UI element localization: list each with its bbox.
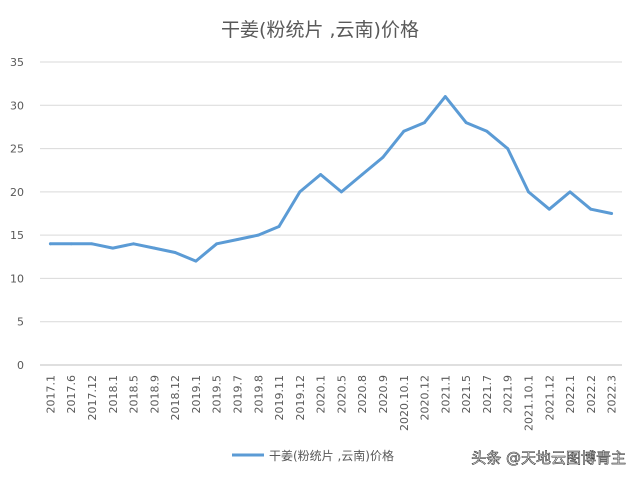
x-tick-label: 2018.9 bbox=[148, 375, 161, 414]
series-line bbox=[48, 95, 614, 263]
x-tick-label: 2021.5 bbox=[460, 375, 473, 414]
x-tick-label: 2020.9 bbox=[377, 375, 390, 414]
x-tick-label: 2019.1 bbox=[190, 375, 203, 414]
x-tick-label: 2021.10.1 bbox=[522, 375, 535, 431]
data-point bbox=[547, 207, 551, 211]
x-tick-label: 2019.12 bbox=[294, 375, 307, 421]
data-point bbox=[464, 121, 468, 124]
data-point bbox=[589, 207, 593, 211]
data-point bbox=[236, 238, 239, 241]
x-tick-label: 2018.1 bbox=[107, 375, 120, 414]
data-point bbox=[277, 225, 281, 228]
data-point bbox=[339, 190, 343, 194]
x-tick-label: 2020.5 bbox=[335, 375, 348, 414]
x-tick-label: 2020.10.1 bbox=[398, 375, 411, 431]
chart-title: 干姜(粉统片 ,云南)价格 bbox=[221, 19, 419, 41]
legend-label: 干姜(粉统片 ,云南)价格 bbox=[269, 448, 394, 463]
legend: 干姜(粉统片 ,云南)价格 bbox=[232, 448, 394, 463]
y-tick-label: 15 bbox=[10, 229, 24, 242]
y-tick-label: 20 bbox=[10, 186, 24, 199]
data-point bbox=[568, 190, 572, 194]
data-point bbox=[48, 242, 52, 246]
data-point bbox=[215, 242, 219, 246]
x-tick-label: 2021.7 bbox=[481, 375, 494, 414]
x-tick-label: 2017.1 bbox=[44, 375, 57, 414]
data-point bbox=[298, 190, 302, 194]
x-tick-label: 2018.5 bbox=[128, 375, 141, 414]
grid-lines bbox=[40, 61, 622, 366]
y-tick-label: 0 bbox=[17, 359, 24, 372]
x-tick-label: 2021.12 bbox=[543, 375, 556, 421]
data-point bbox=[402, 129, 406, 133]
x-tick-label: 2017.12 bbox=[86, 375, 99, 421]
data-point bbox=[69, 242, 73, 246]
x-tick-label: 2019.7 bbox=[231, 375, 244, 414]
data-point bbox=[360, 173, 364, 176]
x-tick-label: 2018.12 bbox=[169, 375, 182, 421]
data-point bbox=[527, 190, 530, 194]
x-tick-label: 2020.12 bbox=[419, 375, 432, 421]
x-tick-label: 2019.11 bbox=[273, 375, 286, 421]
data-point bbox=[485, 129, 489, 133]
x-tick-label: 2022.1 bbox=[564, 375, 577, 414]
data-point bbox=[90, 242, 94, 246]
y-tick-label: 30 bbox=[10, 99, 24, 112]
y-axis-ticks: 0 5 10 15 20 25 30 35 bbox=[10, 56, 24, 372]
series-lines bbox=[48, 95, 614, 263]
data-point bbox=[256, 233, 260, 237]
data-point bbox=[132, 242, 135, 246]
watermark: 头条 @天地云图博青主 bbox=[471, 449, 626, 467]
y-tick-label: 35 bbox=[10, 56, 24, 69]
data-point bbox=[194, 259, 198, 263]
data-point bbox=[173, 251, 177, 254]
x-tick-label: 2017.6 bbox=[65, 375, 78, 414]
data-point bbox=[610, 212, 614, 215]
y-tick-label: 5 bbox=[17, 316, 24, 329]
data-point bbox=[381, 155, 385, 159]
x-tick-label: 2022.3 bbox=[606, 375, 619, 414]
data-point bbox=[152, 246, 156, 250]
data-point bbox=[443, 95, 447, 99]
x-tick-label: 2021.1 bbox=[439, 375, 452, 414]
data-point bbox=[111, 246, 115, 250]
x-axis-ticks: 2017.1 2017.6 2017.12 2018.1 2018.5 2018.9 201… bbox=[44, 375, 618, 431]
x-tick-label: 2021.9 bbox=[502, 375, 515, 414]
x-tick-label: 2019.8 bbox=[252, 375, 265, 414]
x-tick-label: 2022.2 bbox=[585, 375, 598, 414]
data-point bbox=[319, 173, 323, 176]
x-tick-label: 2020.8 bbox=[356, 375, 369, 414]
y-tick-label: 10 bbox=[10, 272, 24, 285]
x-tick-label: 2020.1 bbox=[315, 375, 328, 414]
data-point bbox=[506, 147, 510, 150]
y-tick-label: 25 bbox=[10, 143, 24, 156]
data-point bbox=[423, 121, 426, 124]
x-tick-label: 2019.5 bbox=[211, 375, 224, 414]
